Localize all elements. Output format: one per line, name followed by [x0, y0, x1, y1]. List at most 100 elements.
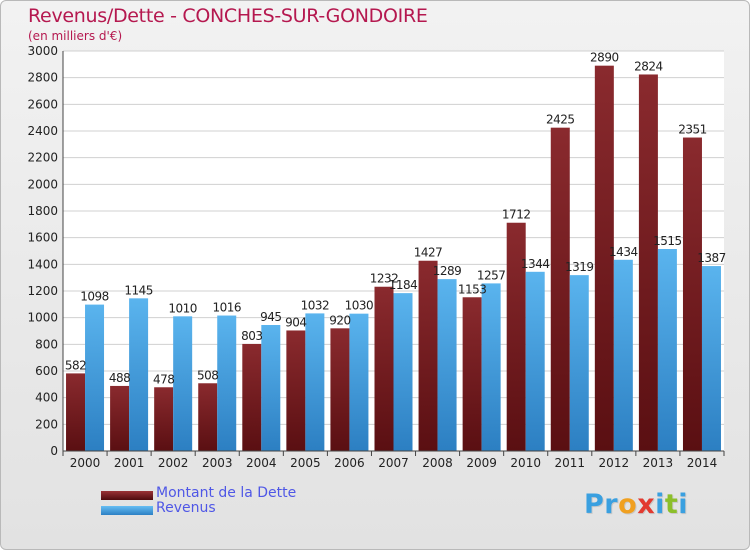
y-tick-label: 1400	[27, 257, 58, 271]
y-tick-label: 400	[35, 391, 58, 405]
data-label: 1184	[389, 278, 418, 292]
data-label: 2351	[678, 123, 707, 137]
y-tick-label: 2200	[27, 151, 58, 165]
x-tick-label: 2003	[202, 456, 233, 470]
x-tick-label: 2001	[114, 456, 145, 470]
x-tick-label: 2004	[246, 456, 277, 470]
legend-label-revenus: Revenus	[156, 500, 216, 516]
data-label: 1153	[458, 282, 487, 296]
x-tick-label: 2000	[70, 456, 101, 470]
data-label: 2824	[634, 59, 663, 73]
data-label: 1427	[414, 246, 443, 260]
logo-letter: o	[618, 489, 638, 520]
data-label: 1232	[370, 272, 399, 286]
bar-revenus	[85, 304, 105, 451]
data-label: 1712	[502, 208, 531, 222]
y-tick-label: 600	[35, 364, 58, 378]
logo-letter: i	[655, 489, 665, 520]
logo-letter: P	[584, 489, 605, 520]
x-tick-label: 2011	[554, 456, 585, 470]
data-label: 1289	[433, 264, 462, 278]
data-label: 1098	[80, 290, 109, 304]
bar-revenus	[173, 316, 193, 451]
legend-label-dette: Montant de la Dette	[156, 485, 297, 501]
bar-dette	[418, 260, 438, 451]
logo-letter: x	[637, 489, 656, 520]
bar-revenus	[261, 325, 281, 451]
x-tick-label: 2006	[334, 456, 365, 470]
x-tick-label: 2002	[158, 456, 189, 470]
bar-dette	[594, 65, 614, 452]
logo-letter: r	[604, 489, 619, 520]
data-label: 2425	[546, 113, 575, 127]
data-label: 1145	[124, 283, 153, 297]
data-label: 1344	[521, 257, 550, 271]
data-label: 478	[153, 372, 174, 386]
data-label: 1257	[477, 268, 506, 282]
chart-subtitle: (en milliers d'€)	[28, 29, 123, 43]
bar-revenus	[393, 293, 413, 451]
data-label: 1016	[212, 301, 241, 315]
data-label: 582	[65, 358, 86, 372]
bar-dette	[66, 373, 86, 451]
y-tick-label: 1200	[27, 284, 58, 298]
bar-revenus	[437, 279, 457, 451]
bar-dette	[682, 137, 702, 452]
data-label: 1434	[609, 245, 638, 259]
y-tick-label: 200	[35, 417, 58, 431]
bar-revenus	[613, 259, 633, 451]
bar-revenus	[349, 313, 369, 451]
bar-revenus	[569, 275, 589, 451]
bar-dette	[110, 385, 130, 451]
logo-letter: i	[678, 489, 689, 520]
data-label: 1387	[697, 251, 726, 265]
bar-dette	[550, 127, 570, 452]
bar-revenus	[657, 249, 677, 451]
proxiti-logo: Proxiti	[584, 489, 688, 520]
bar-dette	[462, 297, 482, 451]
y-tick-label: 800	[35, 337, 58, 351]
data-label: 904	[285, 315, 306, 329]
logo-letter: t	[664, 489, 679, 520]
bar-revenus	[217, 315, 237, 451]
x-tick-label: 2010	[510, 456, 541, 470]
bar-revenus	[525, 271, 545, 451]
data-label: 1319	[565, 260, 594, 274]
y-tick-label: 0	[50, 444, 58, 458]
data-label: 508	[197, 368, 218, 382]
data-label: 1515	[653, 234, 682, 248]
data-label: 1010	[168, 301, 197, 315]
bar-dette	[154, 387, 174, 451]
bar-revenus	[305, 313, 325, 451]
y-tick-label: 1600	[27, 231, 58, 245]
x-tick-label: 2005	[290, 456, 321, 470]
x-tick-label: 2008	[422, 456, 453, 470]
bar-dette	[638, 74, 658, 451]
chart-title: Revenus/Dette - CONCHES-SUR-GONDOIRE	[28, 5, 428, 27]
y-tick-label: 1800	[27, 204, 58, 218]
x-tick-label: 2012	[599, 456, 630, 470]
y-tick-label: 2000	[27, 177, 58, 191]
bar-dette	[506, 222, 526, 451]
legend-swatch-dette	[101, 491, 153, 500]
x-tick-label: 2009	[466, 456, 497, 470]
bar-dette	[374, 286, 394, 451]
bar-dette	[286, 330, 306, 451]
y-tick-label: 3000	[27, 44, 58, 58]
y-tick-label: 1000	[27, 311, 58, 325]
bar-revenus	[129, 298, 149, 451]
data-label: 2890	[590, 51, 619, 65]
y-tick-label: 2600	[27, 97, 58, 111]
data-label: 488	[109, 371, 130, 385]
data-label: 803	[241, 329, 262, 343]
data-label: 945	[260, 310, 281, 324]
bar-revenus	[701, 266, 721, 451]
data-label: 1030	[345, 299, 374, 313]
x-tick-label: 2013	[643, 456, 674, 470]
data-label: 1032	[301, 298, 330, 312]
legend-swatch-revenus	[101, 506, 153, 515]
bar-revenus	[481, 283, 501, 451]
y-tick-label: 2800	[27, 71, 58, 85]
